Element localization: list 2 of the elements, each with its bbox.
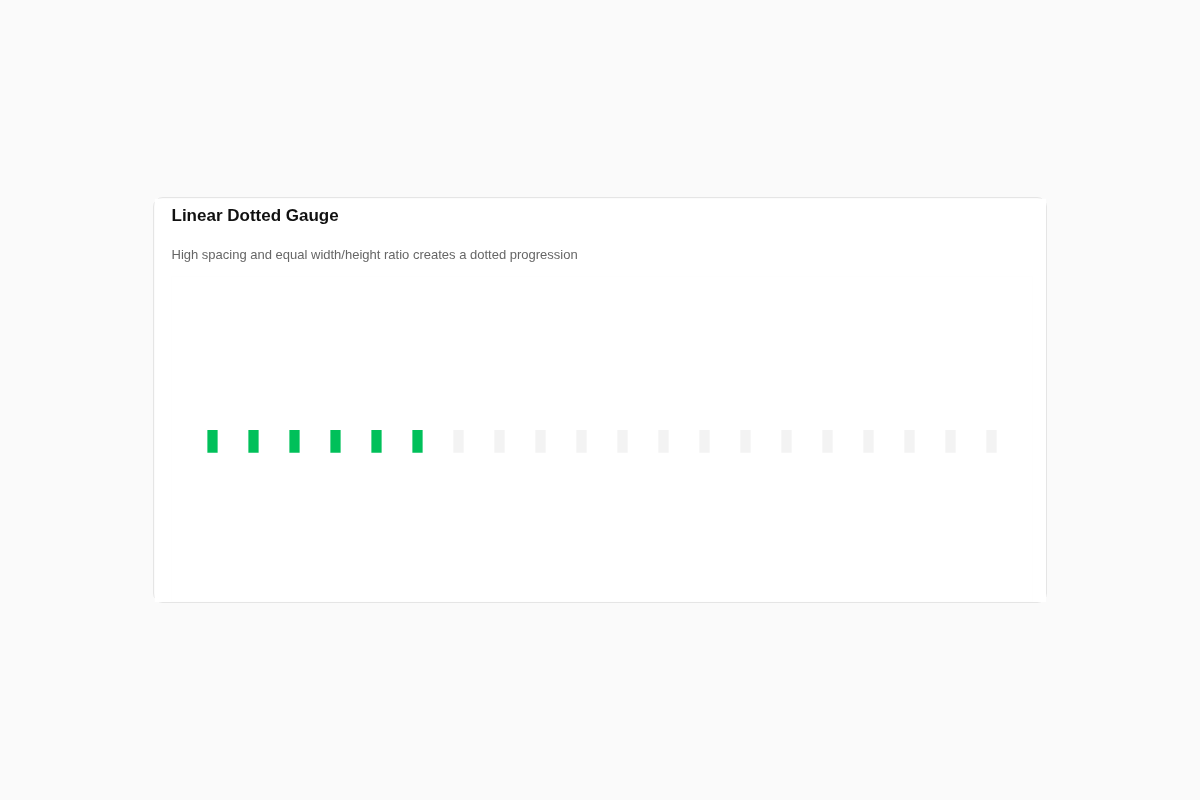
chart-subtitle: High spacing and equal width/height ratio creates a dotted progression — [171, 246, 578, 262]
chart-title: Linear Dotted Gauge — [171, 205, 339, 225]
